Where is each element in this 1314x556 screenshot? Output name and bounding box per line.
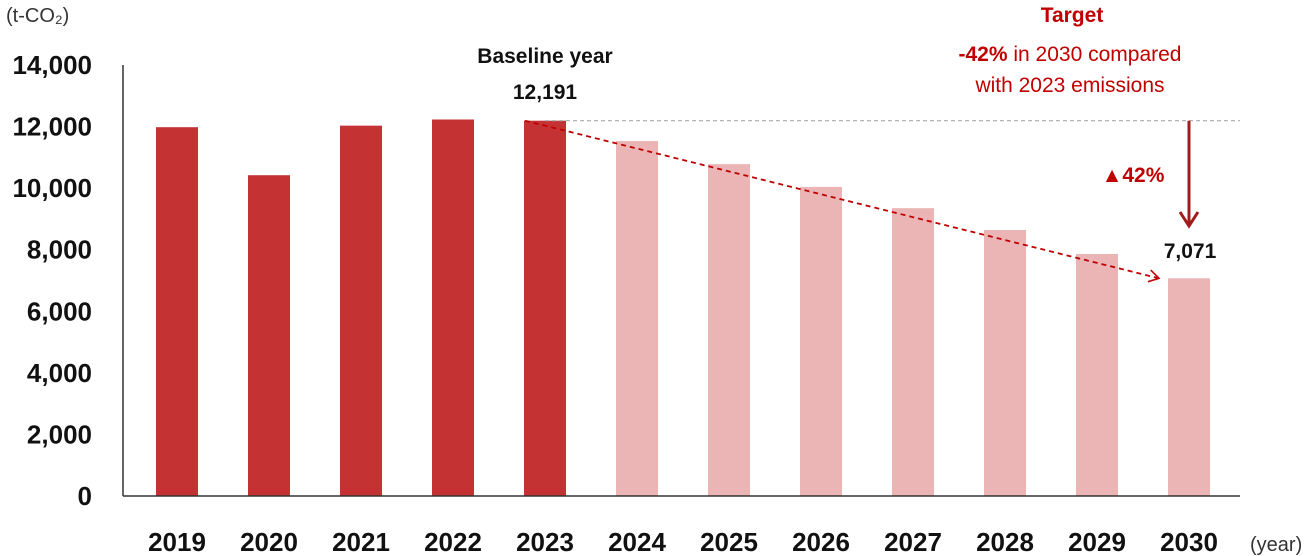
x-tick-label: 2026 [792, 527, 850, 556]
bar-2019 [156, 127, 198, 497]
y-unit-label: (t-CO₂) [6, 5, 69, 27]
reduction-arrow-head [1178, 211, 1200, 229]
bar-2024 [616, 141, 658, 496]
bar-2023 [524, 120, 566, 497]
x-tick-label: 2021 [332, 527, 390, 556]
y-tick-label: 10,000 [12, 173, 92, 203]
bar-2030 [1168, 278, 1210, 496]
axis-layer [122, 65, 1240, 497]
x-tick-label: 2024 [608, 527, 666, 556]
x-unit-label: (year) [1250, 534, 1302, 556]
bar-2025 [708, 164, 750, 496]
bar-2028 [984, 230, 1026, 497]
target-title: Target [1041, 4, 1104, 27]
x-tick-label: 2030 [1160, 527, 1218, 556]
baseline-value-label: 12,191 [513, 81, 578, 104]
bar-2029 [1076, 254, 1118, 496]
x-tick-label: 2027 [884, 527, 942, 556]
bar-2022 [432, 119, 474, 496]
bar-2021 [340, 125, 382, 496]
y-tick-label: 2,000 [27, 419, 92, 449]
trend-arrow-line [524, 119, 1161, 283]
bars-layer [156, 119, 1210, 497]
baseline-year-label: Baseline year [477, 45, 612, 68]
target-description-line-2: with 2023 emissions [974, 74, 1164, 97]
x-tick-labels: 2019 2020 2021 2022 2023 2024 2025 2026 2027 2028… [148, 527, 1218, 556]
y-tick-label: 0 [78, 481, 92, 511]
x-tick-label: 2028 [976, 527, 1034, 556]
x-tick-label: 2025 [700, 527, 758, 556]
bar-2027 [892, 208, 934, 496]
y-tick-label: 14,000 [12, 50, 92, 80]
target-description-rest: in 2030 compared [1008, 43, 1182, 66]
bar-2026 [800, 186, 842, 496]
y-tick-label: 8,000 [27, 235, 92, 265]
y-tick-labels: 0 2,000 4,000 6,000 8,000 10,000 12,000 14,000 [12, 50, 92, 511]
target-percent: -42% [959, 43, 1008, 66]
target-value-label: 7,071 [1164, 240, 1217, 263]
bar-2020 [248, 175, 290, 496]
x-tick-label: 2020 [240, 527, 298, 556]
x-tick-label: 2022 [424, 527, 482, 556]
reduction-percent-label: ▲42% [1102, 164, 1165, 187]
x-tick-label: 2029 [1068, 527, 1126, 556]
y-tick-label: 12,000 [12, 112, 92, 142]
y-tick-label: 4,000 [27, 358, 92, 388]
y-tick-label: 6,000 [27, 296, 92, 326]
target-description-line-1: -42% in 2030 compared [959, 43, 1182, 66]
x-tick-label: 2019 [148, 527, 206, 556]
x-tick-label: 2023 [516, 527, 574, 556]
